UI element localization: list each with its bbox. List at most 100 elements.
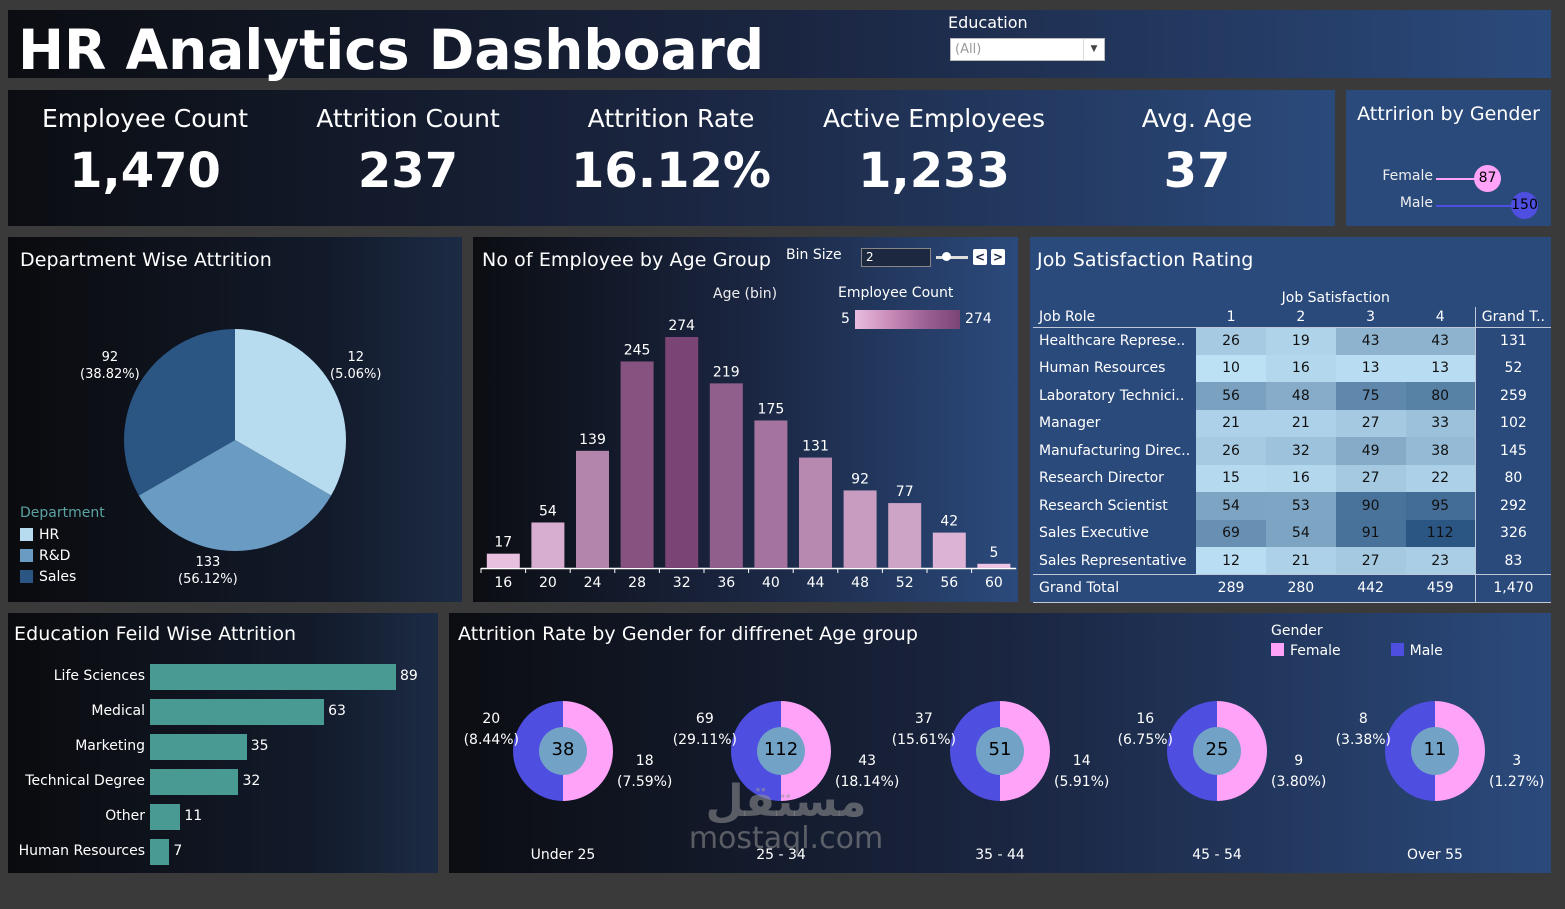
column-header: 2 bbox=[1265, 307, 1336, 328]
heatmap-cell[interactable]: 33 bbox=[1405, 409, 1476, 437]
chevron-right-icon[interactable]: > bbox=[991, 249, 1005, 265]
donut-slice-female[interactable] bbox=[563, 701, 613, 801]
histogram-bar[interactable] bbox=[754, 420, 788, 568]
heatmap-cell[interactable]: 21 bbox=[1196, 409, 1266, 437]
heatmap-cell[interactable]: 27 bbox=[1335, 409, 1406, 437]
heatmap-cell[interactable]: 91 bbox=[1335, 519, 1406, 547]
donut-35-44[interactable]: 51 37 (15.61%) 14 (5.91%) 35 - 44 bbox=[892, 699, 1109, 909]
donut-slice-female[interactable] bbox=[781, 701, 831, 801]
donut-25-34[interactable]: 112 69 (29.11%) 43 (18.14%) 25 - 34 bbox=[673, 699, 899, 909]
bar-category-label: Medical bbox=[91, 703, 145, 719]
chevron-down-icon[interactable]: ▼ bbox=[1083, 39, 1104, 60]
heatmap-cell[interactable]: 75 bbox=[1335, 382, 1406, 410]
bar[interactable] bbox=[150, 664, 396, 690]
bin-size-slider[interactable] bbox=[936, 251, 968, 263]
heatmap-cell[interactable]: 38 bbox=[1405, 437, 1476, 465]
heatmap-cell[interactable]: 12 bbox=[1196, 547, 1266, 575]
lollipop-line bbox=[1436, 205, 1524, 207]
heatmap-cell[interactable]: 23 bbox=[1405, 547, 1476, 575]
heatmap-cell[interactable]: 26 bbox=[1196, 327, 1266, 355]
donut-slice-male[interactable] bbox=[950, 701, 1000, 801]
histogram-bar[interactable] bbox=[977, 563, 1011, 568]
bar[interactable] bbox=[150, 769, 239, 795]
heatmap-cell[interactable]: 80 bbox=[1405, 382, 1476, 410]
heatmap-cell[interactable]: 15 bbox=[1196, 464, 1266, 492]
legend-item-male[interactable]: Male bbox=[1390, 643, 1443, 659]
x-tick-label: 24 bbox=[584, 575, 602, 591]
bar[interactable] bbox=[150, 734, 247, 760]
histogram-bar[interactable] bbox=[665, 337, 699, 568]
slider-thumb[interactable] bbox=[942, 252, 951, 261]
gender-row-female[interactable]: Female 87 bbox=[1346, 165, 1551, 192]
donut-slice-male[interactable] bbox=[1385, 701, 1435, 801]
heatmap-cell[interactable]: 48 bbox=[1265, 382, 1336, 410]
heatmap-cell[interactable]: 90 bbox=[1335, 492, 1406, 520]
chevron-left-icon[interactable]: < bbox=[973, 249, 987, 265]
heatmap-cell[interactable]: 21 bbox=[1265, 547, 1336, 575]
heatmap-cell[interactable]: 26 bbox=[1196, 437, 1266, 465]
education-filter-dropdown[interactable]: (All) ▼ bbox=[950, 38, 1105, 61]
heatmap-cell[interactable]: 49 bbox=[1335, 437, 1406, 465]
donut-slice-female[interactable] bbox=[1000, 701, 1050, 801]
donut-slice-female[interactable] bbox=[1435, 701, 1485, 801]
donut-slice-male[interactable] bbox=[513, 701, 563, 801]
legend-item-sales[interactable]: Sales bbox=[20, 566, 105, 587]
histogram-bar[interactable] bbox=[531, 522, 565, 568]
heatmap-cell[interactable]: 13 bbox=[1405, 354, 1476, 382]
donut-over-55[interactable]: 11 8 (3.38%) 3 (1.27%) Over 55 bbox=[1336, 699, 1544, 909]
donut-under-25[interactable]: 38 20 (8.44%) 18 (7.59%) Under 25 bbox=[464, 699, 672, 909]
grand-total-row: Grand Total 289 280 442 459 1,470 bbox=[1033, 574, 1551, 603]
histogram-bar[interactable] bbox=[843, 490, 877, 568]
heatmap-cell[interactable]: 112 bbox=[1405, 519, 1476, 547]
histogram-bar[interactable] bbox=[799, 457, 832, 568]
legend-item-rd[interactable]: R&D bbox=[20, 545, 105, 566]
donut-slice-male[interactable] bbox=[1167, 701, 1217, 801]
legend-item-female[interactable]: Female bbox=[1271, 643, 1341, 659]
heatmap-cell[interactable]: 32 bbox=[1265, 437, 1336, 465]
histogram-bar[interactable] bbox=[620, 361, 654, 568]
column-total: 459 bbox=[1405, 574, 1476, 603]
legend-item-hr[interactable]: HR bbox=[20, 524, 105, 545]
histogram-bar[interactable] bbox=[888, 503, 922, 568]
x-tick-label: 44 bbox=[807, 575, 825, 591]
gender-label: Male bbox=[1399, 195, 1433, 211]
heatmap-cell[interactable]: 43 bbox=[1405, 327, 1476, 355]
donut-slice-male[interactable] bbox=[731, 701, 781, 801]
gender-row-male[interactable]: Male 150 bbox=[1346, 192, 1551, 219]
heatmap-cell[interactable]: 95 bbox=[1405, 492, 1476, 520]
kpi-value: 1,470 bbox=[69, 143, 221, 199]
heatmap-cell[interactable]: 13 bbox=[1335, 354, 1406, 382]
heatmap-cell[interactable]: 54 bbox=[1265, 519, 1336, 547]
slider-track bbox=[936, 256, 968, 259]
donut-45-54[interactable]: 25 16 (6.75%) 9 (3.80%) 45 - 54 bbox=[1118, 699, 1326, 909]
donut-slice-female[interactable] bbox=[1217, 701, 1267, 801]
heatmap-cell[interactable]: 56 bbox=[1196, 382, 1266, 410]
lollipop-dot[interactable]: 87 bbox=[1474, 165, 1502, 192]
heatmap-cell[interactable]: 16 bbox=[1265, 354, 1336, 382]
column-total: 289 bbox=[1196, 574, 1266, 603]
histogram-bar[interactable] bbox=[576, 450, 609, 568]
row-header: Job Role bbox=[1033, 307, 1197, 328]
heatmap-cell[interactable]: 27 bbox=[1335, 464, 1406, 492]
heatmap-cell[interactable]: 19 bbox=[1265, 327, 1336, 355]
heatmap-cell[interactable]: 27 bbox=[1335, 547, 1406, 575]
heatmap-cell[interactable]: 54 bbox=[1196, 492, 1266, 520]
bar[interactable] bbox=[150, 804, 181, 830]
heatmap-cell[interactable]: 16 bbox=[1265, 464, 1336, 492]
heatmap-cell[interactable]: 10 bbox=[1196, 354, 1266, 382]
pie-slice-sales[interactable] bbox=[124, 329, 235, 496]
pie-slice-hr[interactable] bbox=[235, 329, 346, 496]
bar[interactable] bbox=[150, 839, 170, 865]
bin-size-input[interactable]: 2 bbox=[861, 248, 931, 267]
histogram-bar[interactable] bbox=[486, 553, 520, 568]
histogram-bar[interactable] bbox=[709, 383, 743, 568]
heatmap-cell[interactable]: 21 bbox=[1265, 409, 1336, 437]
heatmap-cell[interactable]: 69 bbox=[1196, 519, 1266, 547]
male-label: 37 (15.61%) bbox=[891, 711, 956, 748]
lollipop-dot[interactable]: 150 bbox=[1511, 192, 1538, 219]
bar[interactable] bbox=[150, 699, 325, 725]
heatmap-cell[interactable]: 43 bbox=[1335, 327, 1406, 355]
heatmap-cell[interactable]: 53 bbox=[1265, 492, 1336, 520]
histogram-bar[interactable] bbox=[932, 532, 966, 568]
heatmap-cell[interactable]: 22 bbox=[1405, 464, 1476, 492]
